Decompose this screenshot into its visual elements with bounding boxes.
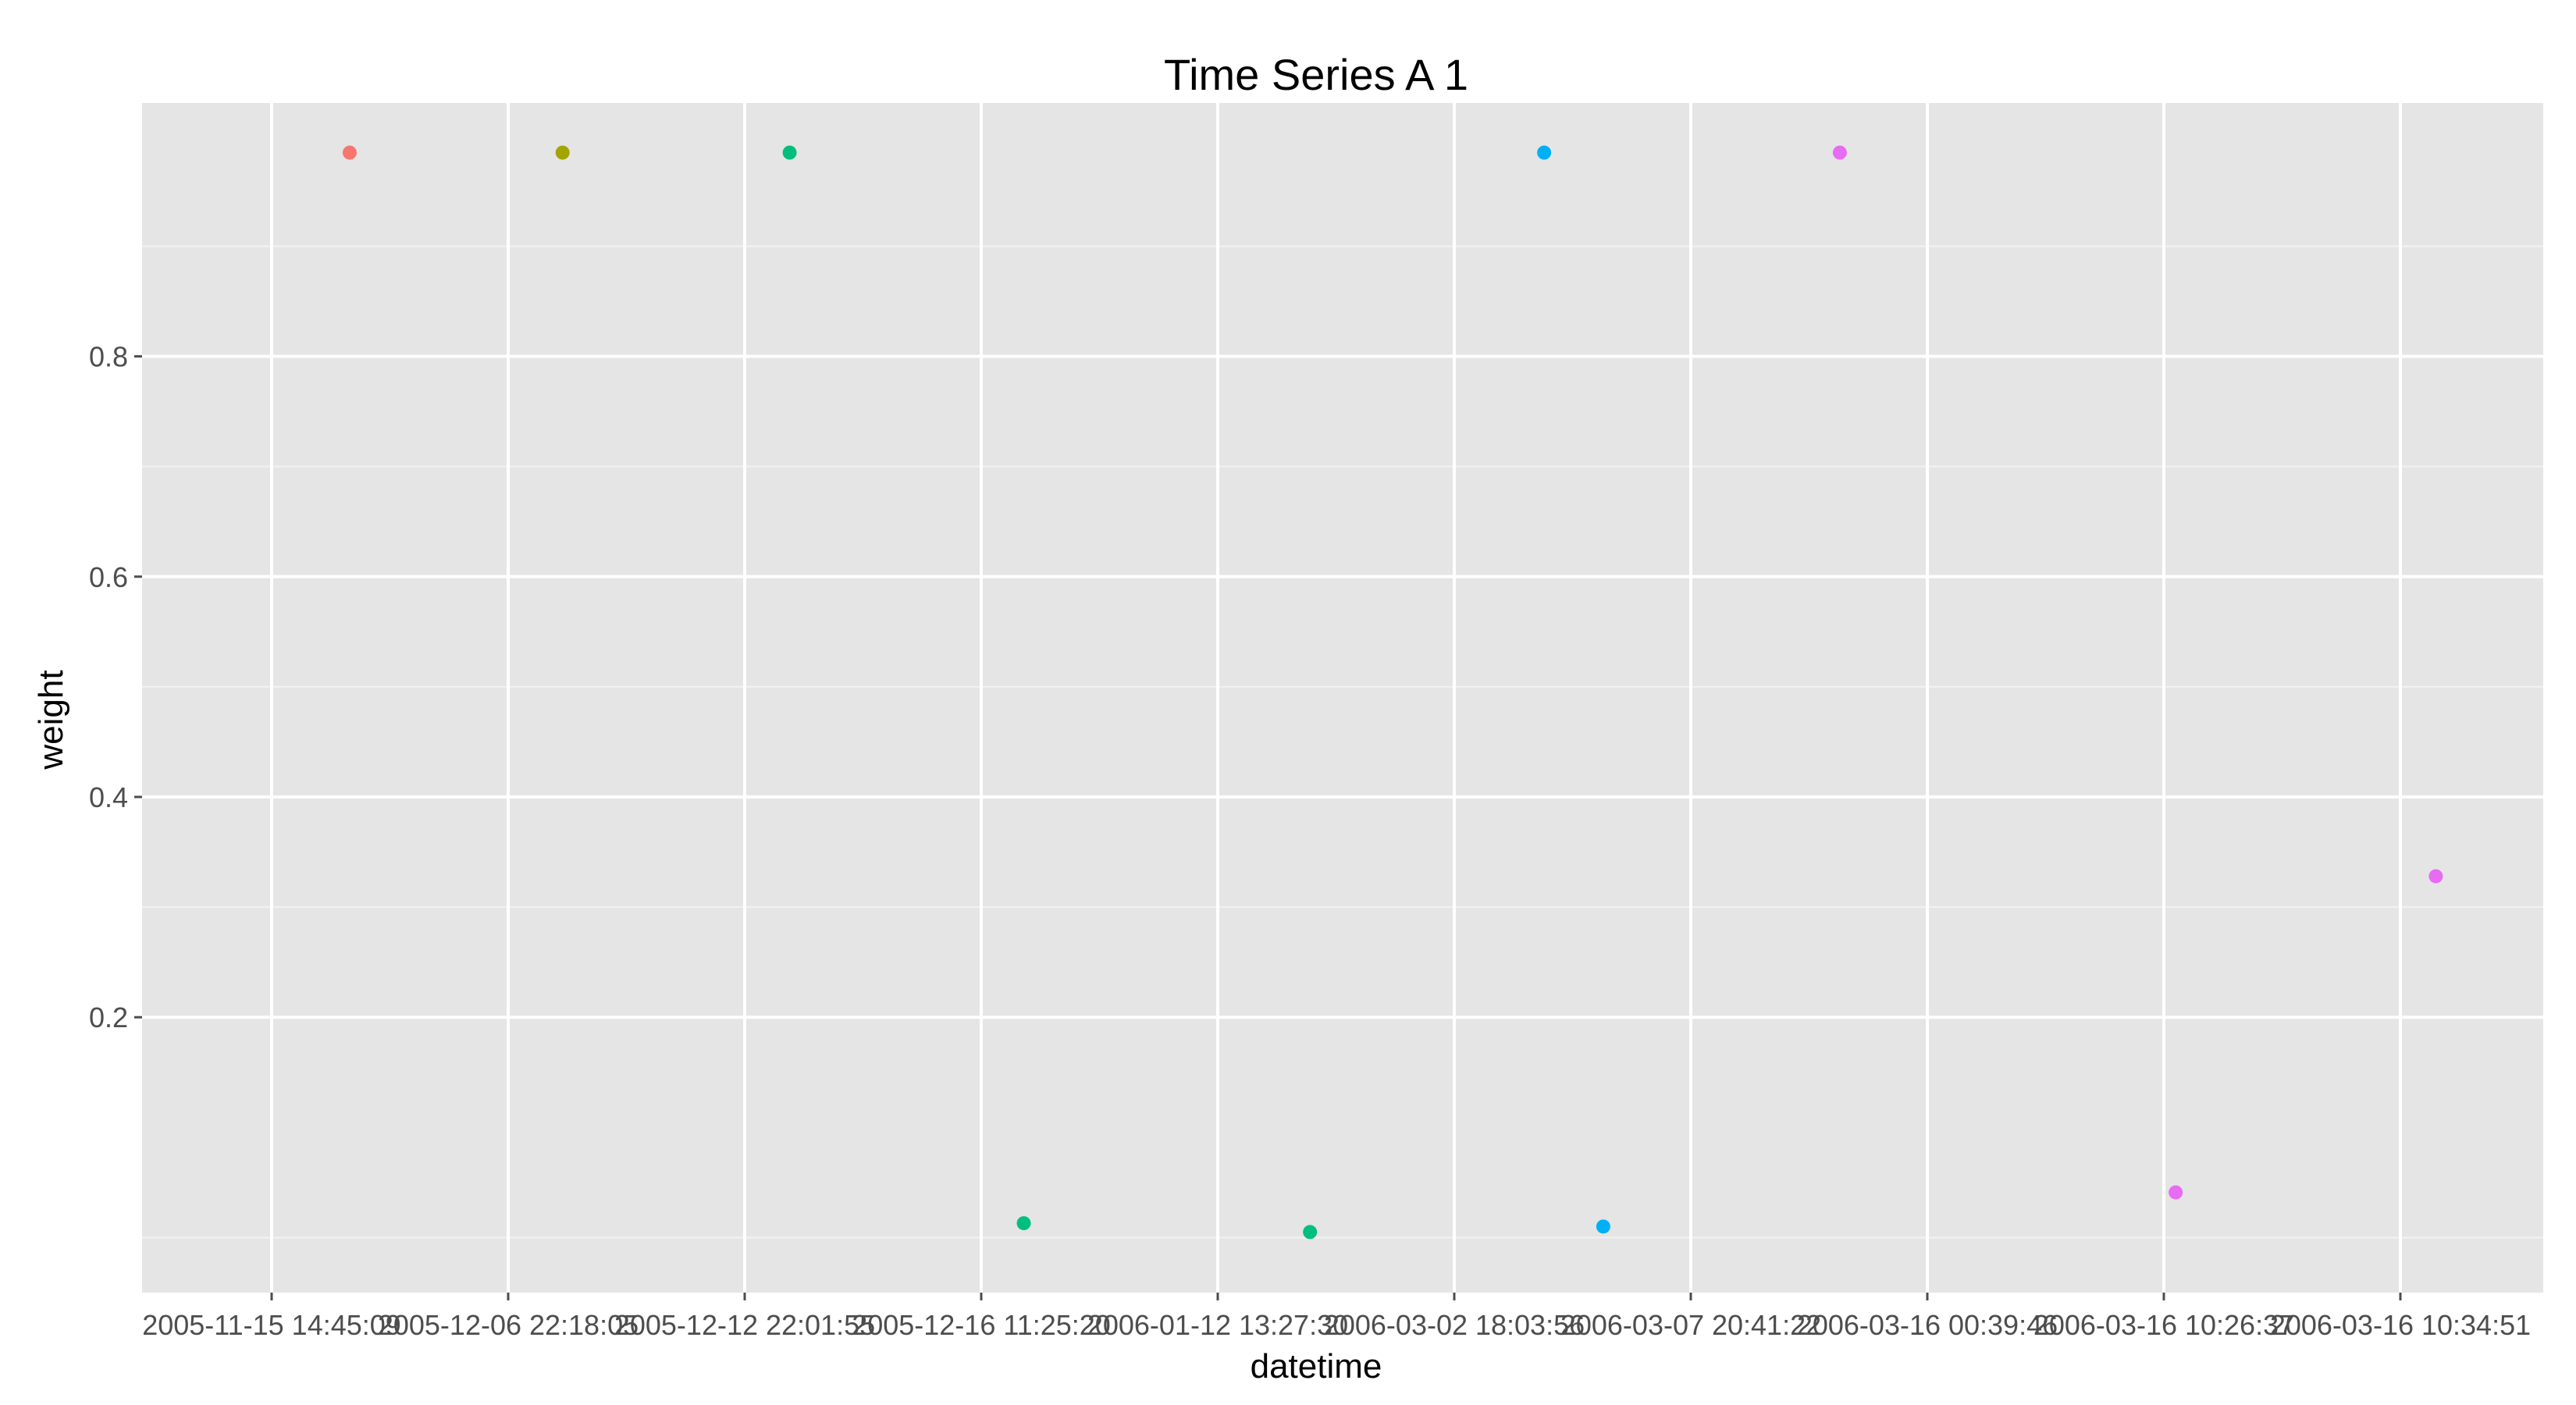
x-tick-label-0: 2005-11-15 14:45:09	[142, 1309, 401, 1341]
x-tick-label-5: 2006-03-02 18:03:56	[1324, 1309, 1585, 1341]
data-point-8	[2169, 1185, 2183, 1200]
y-tick-label-2: 0.6	[89, 561, 128, 593]
minor-grid	[142, 245, 2543, 1239]
y-tick-label-3: 0.8	[89, 341, 128, 373]
plot-panel	[142, 103, 2543, 1293]
major-grid	[142, 103, 2543, 1293]
x-tick-label-4: 2006-01-12 13:27:30	[1087, 1309, 1348, 1341]
x-tick-label-3: 2005-12-16 11:25:20	[852, 1309, 1111, 1341]
chart-title: Time Series A 1	[1164, 50, 1468, 99]
data-point-9	[2428, 869, 2443, 884]
data-point-0	[342, 145, 357, 160]
data-point-6	[1596, 1219, 1610, 1234]
data-point-5	[1537, 145, 1552, 160]
x-tick-label-8: 2006-03-16 10:26:37	[2033, 1309, 2294, 1341]
data-point-4	[1303, 1225, 1318, 1240]
data-point-1	[555, 145, 570, 160]
x-tick-label-1: 2005-12-06 22:18:05	[378, 1309, 639, 1341]
x-tick-label-7: 2006-03-16 00:39:46	[1797, 1309, 2058, 1341]
data-point-2	[782, 145, 797, 160]
x-tick-label-9: 2006-03-16 10:34:51	[2270, 1309, 2531, 1341]
data-points	[342, 145, 2443, 1240]
data-point-3	[1016, 1216, 1031, 1231]
y-axis: 0.2 0.4 0.6 0.8	[89, 341, 142, 1033]
x-tick-label-2: 2005-12-12 22:01:55	[614, 1309, 875, 1341]
y-axis-title: weight	[32, 670, 70, 770]
y-tick-label-0: 0.2	[89, 1001, 128, 1033]
x-axis-title: datetime	[1251, 1347, 1382, 1385]
x-tick-label-6: 2006-03-07 20:41:22	[1560, 1309, 1821, 1341]
data-point-7	[1832, 145, 1847, 160]
y-tick-label-1: 0.4	[89, 781, 128, 813]
